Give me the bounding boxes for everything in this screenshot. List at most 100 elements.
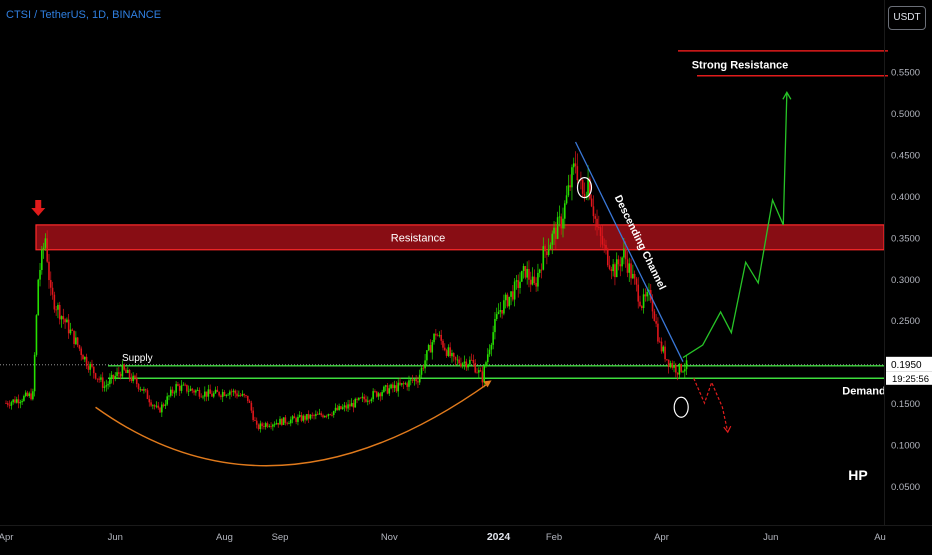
- candle[interactable]: [92, 366, 95, 374]
- candle[interactable]: [547, 249, 550, 256]
- candle[interactable]: [295, 418, 297, 422]
- candle[interactable]: [126, 370, 129, 373]
- candle[interactable]: [304, 415, 306, 420]
- candle[interactable]: [39, 270, 41, 280]
- candle[interactable]: [445, 350, 448, 356]
- candle[interactable]: [58, 304, 61, 320]
- candle[interactable]: [375, 391, 378, 397]
- candle[interactable]: [98, 378, 100, 380]
- candle[interactable]: [522, 266, 525, 271]
- candle[interactable]: [519, 281, 521, 288]
- candle[interactable]: [596, 218, 598, 228]
- candle[interactable]: [5, 403, 7, 404]
- candle[interactable]: [118, 372, 120, 374]
- candle[interactable]: [352, 403, 355, 408]
- candle[interactable]: [603, 244, 605, 246]
- candle[interactable]: [248, 400, 251, 403]
- candle[interactable]: [513, 281, 516, 300]
- candle[interactable]: [144, 389, 147, 391]
- candle[interactable]: [492, 332, 494, 345]
- candle[interactable]: [583, 193, 586, 198]
- candle[interactable]: [358, 397, 360, 400]
- candle[interactable]: [499, 310, 502, 312]
- candle[interactable]: [6, 403, 9, 405]
- candle[interactable]: [617, 259, 620, 265]
- candle[interactable]: [78, 345, 81, 349]
- candle[interactable]: [298, 415, 301, 417]
- candle[interactable]: [372, 391, 374, 400]
- candle[interactable]: [177, 384, 179, 386]
- candle[interactable]: [486, 354, 489, 363]
- candle[interactable]: [67, 319, 70, 334]
- candle[interactable]: [200, 396, 203, 398]
- candle[interactable]: [243, 393, 246, 396]
- candle[interactable]: [198, 389, 201, 397]
- candle[interactable]: [435, 333, 437, 336]
- candle[interactable]: [315, 414, 317, 416]
- candle[interactable]: [510, 291, 512, 297]
- candle[interactable]: [354, 398, 357, 408]
- candle[interactable]: [73, 330, 75, 344]
- candle[interactable]: [186, 384, 188, 392]
- candle[interactable]: [379, 393, 382, 397]
- candle[interactable]: [667, 359, 670, 368]
- candle[interactable]: [639, 301, 641, 307]
- candle[interactable]: [157, 405, 160, 408]
- candle[interactable]: [438, 334, 441, 336]
- candle[interactable]: [152, 405, 154, 407]
- candle[interactable]: [390, 384, 392, 389]
- candle[interactable]: [318, 413, 321, 415]
- bullish-projection-path[interactable]: [682, 92, 788, 359]
- candle[interactable]: [148, 399, 151, 403]
- candle[interactable]: [682, 371, 684, 373]
- candle[interactable]: [440, 334, 443, 341]
- candle[interactable]: [476, 372, 478, 374]
- candle[interactable]: [633, 273, 636, 279]
- candle[interactable]: [551, 233, 554, 245]
- candle[interactable]: [17, 399, 20, 404]
- candle[interactable]: [619, 264, 622, 267]
- candle[interactable]: [447, 347, 450, 356]
- candle[interactable]: [195, 390, 197, 393]
- candle[interactable]: [109, 378, 111, 385]
- candle[interactable]: [51, 287, 54, 295]
- candle[interactable]: [123, 364, 126, 370]
- candle[interactable]: [381, 392, 383, 397]
- candle[interactable]: [608, 265, 611, 269]
- candle[interactable]: [33, 354, 36, 392]
- candle[interactable]: [329, 414, 331, 415]
- candle[interactable]: [227, 394, 229, 396]
- candle[interactable]: [94, 373, 97, 379]
- candle[interactable]: [402, 383, 405, 385]
- candle[interactable]: [246, 395, 249, 401]
- candle[interactable]: [239, 395, 242, 396]
- candle[interactable]: [571, 167, 573, 188]
- candle[interactable]: [560, 216, 563, 229]
- candle[interactable]: [245, 395, 247, 397]
- candle[interactable]: [424, 360, 426, 369]
- candle[interactable]: [386, 385, 389, 394]
- candle[interactable]: [490, 344, 493, 350]
- candle[interactable]: [91, 363, 93, 367]
- candle[interactable]: [662, 346, 665, 352]
- candle[interactable]: [399, 382, 401, 385]
- candle[interactable]: [212, 393, 215, 397]
- candle[interactable]: [454, 356, 457, 360]
- candle[interactable]: [187, 390, 190, 392]
- candle[interactable]: [406, 383, 408, 387]
- candle[interactable]: [135, 378, 138, 385]
- candle[interactable]: [640, 306, 643, 309]
- candle[interactable]: [10, 402, 13, 406]
- candle[interactable]: [415, 379, 417, 382]
- candle[interactable]: [171, 389, 174, 394]
- candle[interactable]: [110, 374, 113, 379]
- candle[interactable]: [612, 264, 614, 272]
- candle[interactable]: [685, 360, 688, 370]
- candle[interactable]: [361, 396, 364, 398]
- candle[interactable]: [350, 403, 353, 407]
- candle[interactable]: [259, 423, 262, 430]
- candle[interactable]: [673, 365, 675, 368]
- candle[interactable]: [644, 294, 647, 297]
- candle[interactable]: [340, 406, 342, 410]
- candle[interactable]: [526, 269, 528, 278]
